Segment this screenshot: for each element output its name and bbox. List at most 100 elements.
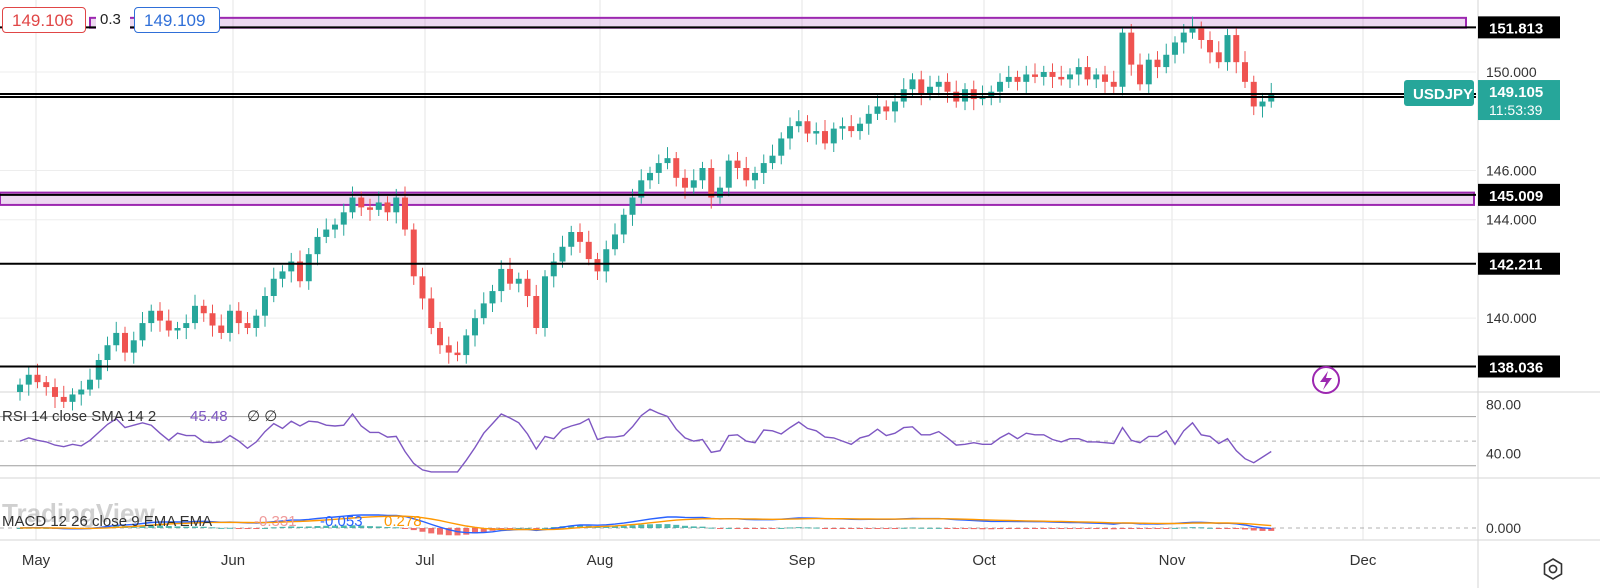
candle — [17, 378, 23, 401]
candle-body — [1014, 76, 1021, 82]
macd-hist-bar — [787, 527, 793, 529]
macd-hist-bar — [743, 528, 750, 529]
candle — [122, 326, 128, 362]
buy-price-box[interactable]: 149.109 — [134, 7, 220, 33]
macd-hist-bar — [935, 527, 942, 529]
candle — [1023, 65, 1030, 93]
candle-body — [1119, 32, 1126, 87]
macd-hist-bar — [638, 524, 645, 528]
macd-hist-bar — [1093, 528, 1100, 529]
macd-hist-bar — [612, 526, 618, 528]
x-tick-label: Dec — [1350, 552, 1377, 569]
candle — [69, 388, 76, 411]
candle — [60, 385, 67, 408]
macd-hist-bar — [1049, 528, 1056, 529]
candle — [690, 169, 697, 194]
candle-body — [227, 310, 233, 333]
candle — [1154, 51, 1161, 79]
candle — [603, 240, 610, 283]
candle — [1180, 24, 1187, 54]
candle-body — [673, 158, 680, 178]
candle — [165, 309, 172, 337]
candle-body — [314, 236, 321, 255]
candle — [1250, 75, 1257, 116]
candle-body — [480, 303, 487, 319]
last-price-bg — [1478, 80, 1560, 121]
candle — [323, 218, 330, 244]
candle-body — [690, 180, 697, 188]
candle-body — [927, 86, 933, 95]
candle — [340, 203, 347, 236]
candle — [419, 267, 426, 310]
candle-body — [200, 305, 207, 314]
level-label-bg — [1478, 355, 1560, 378]
macd-hist-bar — [297, 526, 303, 528]
candle-body — [550, 261, 557, 277]
macd-hist-bar — [209, 527, 216, 529]
candle — [533, 284, 540, 335]
candle — [577, 223, 583, 253]
candle — [43, 376, 50, 396]
candle — [874, 95, 881, 120]
candle-body — [402, 197, 408, 230]
candle-body — [1180, 32, 1187, 43]
candle-body — [1075, 67, 1082, 75]
candle — [367, 198, 373, 221]
candle — [1268, 82, 1275, 108]
candle — [900, 78, 907, 108]
macd-hist-bar — [192, 526, 198, 528]
time-axis[interactable]: May Jun Jul Aug Sep Oct Nov Dec — [22, 552, 1377, 569]
candle — [542, 270, 548, 337]
candle-body — [935, 81, 942, 87]
level-label: 145.009 — [1489, 188, 1543, 205]
macd-hist-bar — [279, 526, 286, 528]
candle — [769, 144, 776, 170]
candle — [935, 75, 942, 96]
candle — [498, 260, 505, 303]
flash-icon[interactable] — [1312, 366, 1340, 394]
candle-body — [428, 298, 435, 328]
candle — [437, 321, 443, 354]
y-tick-label: 140.000 — [1486, 310, 1537, 326]
macd-title: MACD 12 26 close 9 EMA EMA — [2, 513, 212, 530]
macd-hist-bar — [1119, 528, 1126, 529]
price-axis[interactable]: 150.000148.983146.000144.000140.000151.8… — [1404, 16, 1560, 536]
candle — [550, 252, 557, 288]
level-label: 142.211 — [1489, 257, 1542, 274]
macd-hist-bar — [944, 528, 951, 529]
candle-body — [524, 278, 531, 296]
gear-icon[interactable] — [1540, 556, 1566, 582]
candle-body — [629, 197, 636, 215]
candle — [157, 302, 163, 332]
candle-body — [778, 138, 785, 156]
macd-hist-bar — [1084, 528, 1091, 529]
rsi-extra: ∅ ∅ — [247, 408, 277, 425]
candle-body — [638, 180, 645, 198]
level-label-bg — [1478, 252, 1560, 275]
candle-body — [384, 202, 391, 213]
candle-body — [577, 232, 583, 242]
sell-price-box[interactable]: 149.106 — [2, 7, 86, 33]
candle — [830, 122, 837, 152]
candle — [1163, 43, 1170, 74]
candle-body — [682, 177, 688, 188]
macd-hist-bar — [979, 528, 986, 530]
candle — [743, 156, 750, 187]
candle — [1207, 31, 1213, 64]
candle — [78, 380, 85, 406]
candle — [1040, 65, 1047, 86]
candle-body — [918, 79, 925, 95]
candle — [647, 166, 653, 189]
candle-body — [87, 379, 93, 390]
candle-body — [1102, 74, 1108, 82]
macd-tick: 0.000 — [1486, 520, 1521, 536]
candle-body — [699, 168, 706, 181]
macd-hist-bar — [953, 528, 960, 529]
candle-body — [358, 197, 365, 208]
horizontal-levels[interactable] — [0, 26, 1476, 368]
candle-body — [804, 121, 811, 134]
candle-body — [962, 89, 968, 102]
candle-body — [620, 214, 627, 235]
